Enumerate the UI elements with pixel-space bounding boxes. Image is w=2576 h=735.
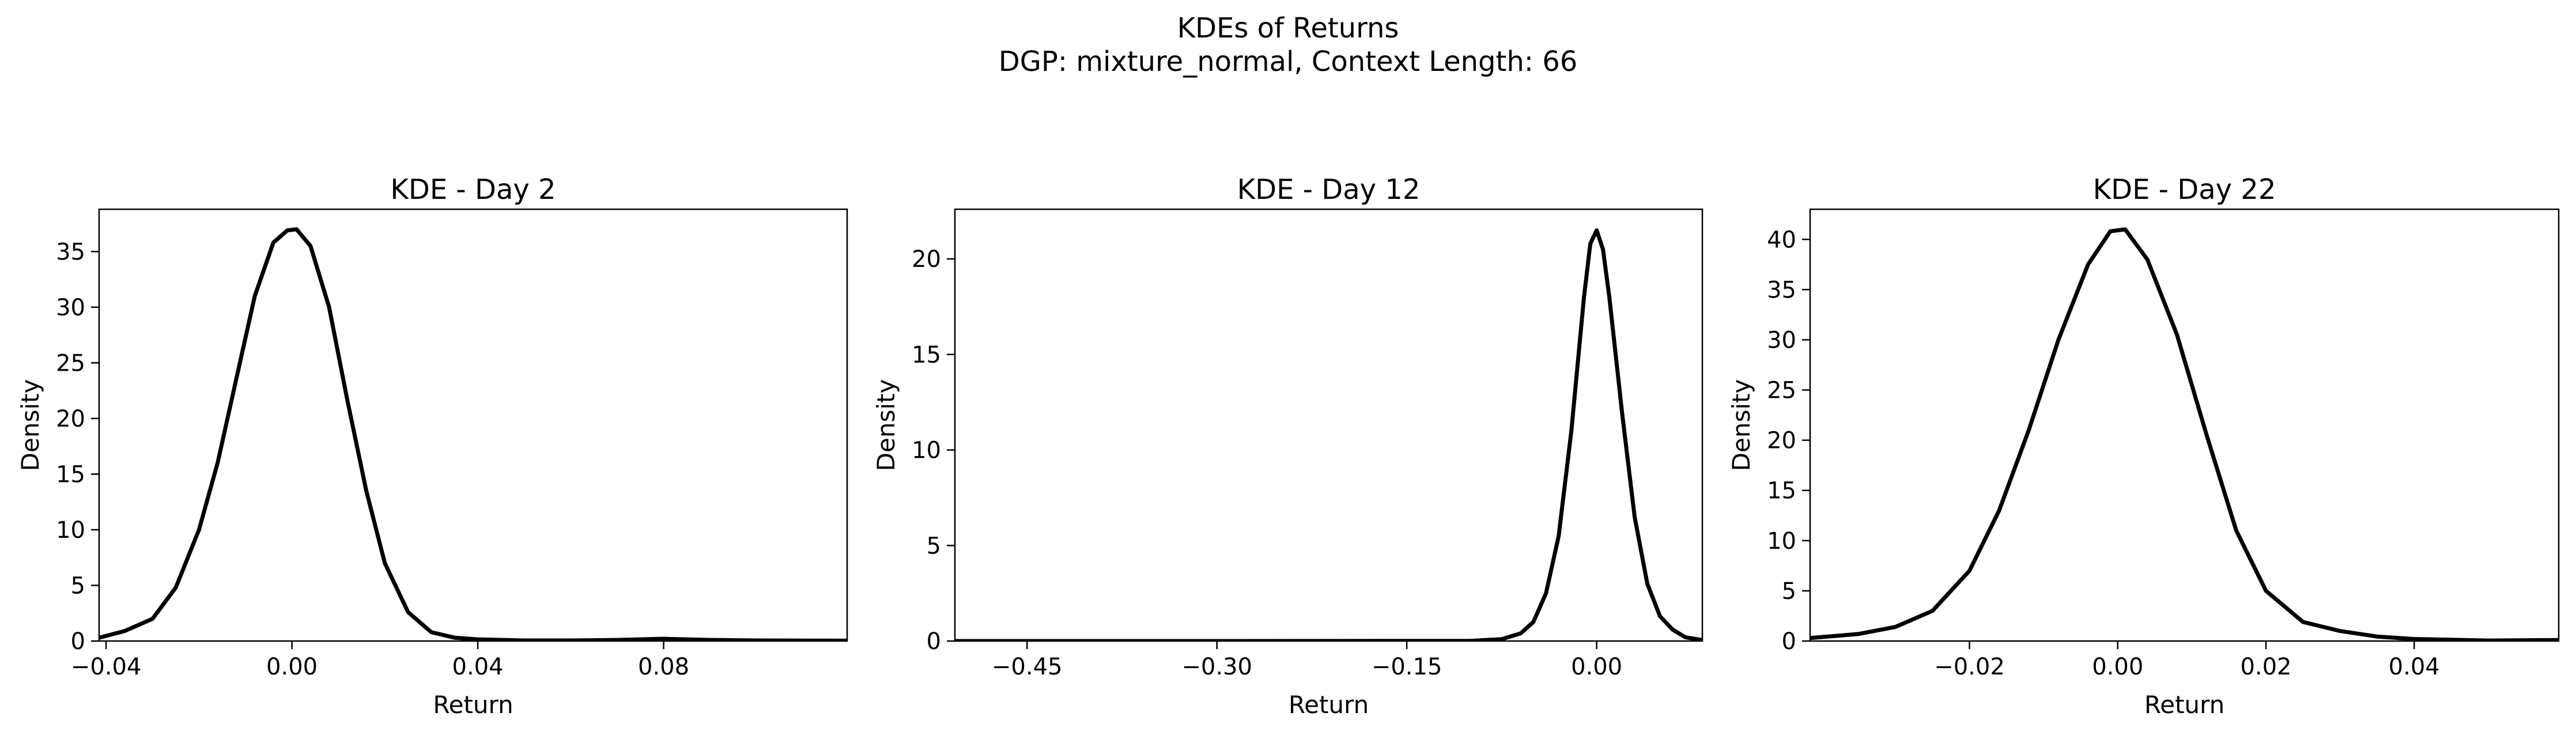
y-tick-label: 5 bbox=[71, 572, 85, 599]
kde-line bbox=[955, 228, 1702, 641]
y-tick-label: 0 bbox=[71, 628, 85, 655]
y-tick-label: 20 bbox=[912, 246, 941, 273]
y-tick-label: 25 bbox=[1767, 378, 1796, 404]
y-tick-label: 35 bbox=[56, 239, 85, 265]
x-tick-label: −0.45 bbox=[992, 654, 1063, 680]
y-tick-label: 40 bbox=[1767, 227, 1796, 253]
figure-title: KDEs of Returns bbox=[1177, 12, 1399, 44]
y-tick-label: 35 bbox=[1767, 277, 1796, 303]
chart-title: KDE - Day 22 bbox=[2093, 174, 2276, 206]
y-axis-label: Density bbox=[16, 379, 44, 472]
kde-line bbox=[99, 227, 847, 641]
x-tick-label: 0.00 bbox=[1571, 654, 1622, 680]
axes-frame bbox=[98, 208, 848, 642]
x-tick-label: 0.02 bbox=[2240, 654, 2291, 680]
x-axis-label: Return bbox=[433, 691, 513, 719]
kde-line bbox=[1810, 227, 2559, 641]
y-tick-label: 5 bbox=[927, 533, 941, 559]
y-tick-label: 10 bbox=[1767, 528, 1796, 555]
x-tick-label: −0.02 bbox=[1934, 654, 2005, 680]
chart-title: KDE - Day 2 bbox=[390, 174, 556, 206]
x-axis-label: Return bbox=[1289, 691, 1369, 719]
chart-panel-2: KDE - Day 12 −0.45 −0.30 −0.15 0.00 0 5 10 15 20 R… bbox=[872, 174, 1704, 719]
chart-panel-3: KDE - Day 22 −0.02 0.00 0.02 0.04 0 5 10 15 20 25 3… bbox=[1727, 174, 2560, 719]
x-axis-label: Return bbox=[2144, 691, 2224, 719]
y-tick-label: 15 bbox=[56, 461, 85, 488]
x-tick-label: 0.00 bbox=[266, 654, 318, 680]
x-tick-label: 0.04 bbox=[2389, 654, 2440, 680]
y-tick-label: 30 bbox=[1767, 327, 1796, 353]
x-tick-label: −0.15 bbox=[1372, 654, 1442, 680]
x-tick-label: 0.04 bbox=[452, 654, 504, 680]
y-tick-label: 20 bbox=[1767, 428, 1796, 454]
y-tick-label: 5 bbox=[1782, 578, 1796, 605]
x-tick-label: 0.00 bbox=[2092, 654, 2143, 680]
x-tick-label: 0.08 bbox=[638, 654, 689, 680]
y-tick-label: 30 bbox=[56, 295, 85, 321]
y-tick-label: 10 bbox=[56, 517, 85, 544]
x-tick-label: −0.04 bbox=[71, 654, 142, 680]
axes-frame bbox=[1809, 208, 2560, 642]
y-tick-label: 0 bbox=[1782, 628, 1796, 655]
chart-title: KDE - Day 12 bbox=[1237, 174, 1421, 206]
figure-subtitle: DGP: mixture_normal, Context Length: 66 bbox=[998, 46, 1578, 78]
y-tick-label: 20 bbox=[56, 406, 85, 432]
y-tick-label: 15 bbox=[912, 342, 941, 368]
y-axis-label: Density bbox=[872, 379, 900, 472]
y-tick-label: 10 bbox=[912, 438, 941, 464]
y-tick-label: 25 bbox=[56, 350, 85, 376]
axes-frame bbox=[954, 208, 1704, 642]
chart-panel-1: KDE - Day 2 −0.04 0.00 0.04 0.08 0 5 10 15 20 25 30… bbox=[16, 174, 848, 719]
y-tick-label: 15 bbox=[1767, 478, 1796, 504]
y-tick-label: 0 bbox=[927, 628, 941, 655]
y-axis-label: Density bbox=[1727, 379, 1755, 472]
x-tick-label: −0.30 bbox=[1181, 654, 1252, 680]
